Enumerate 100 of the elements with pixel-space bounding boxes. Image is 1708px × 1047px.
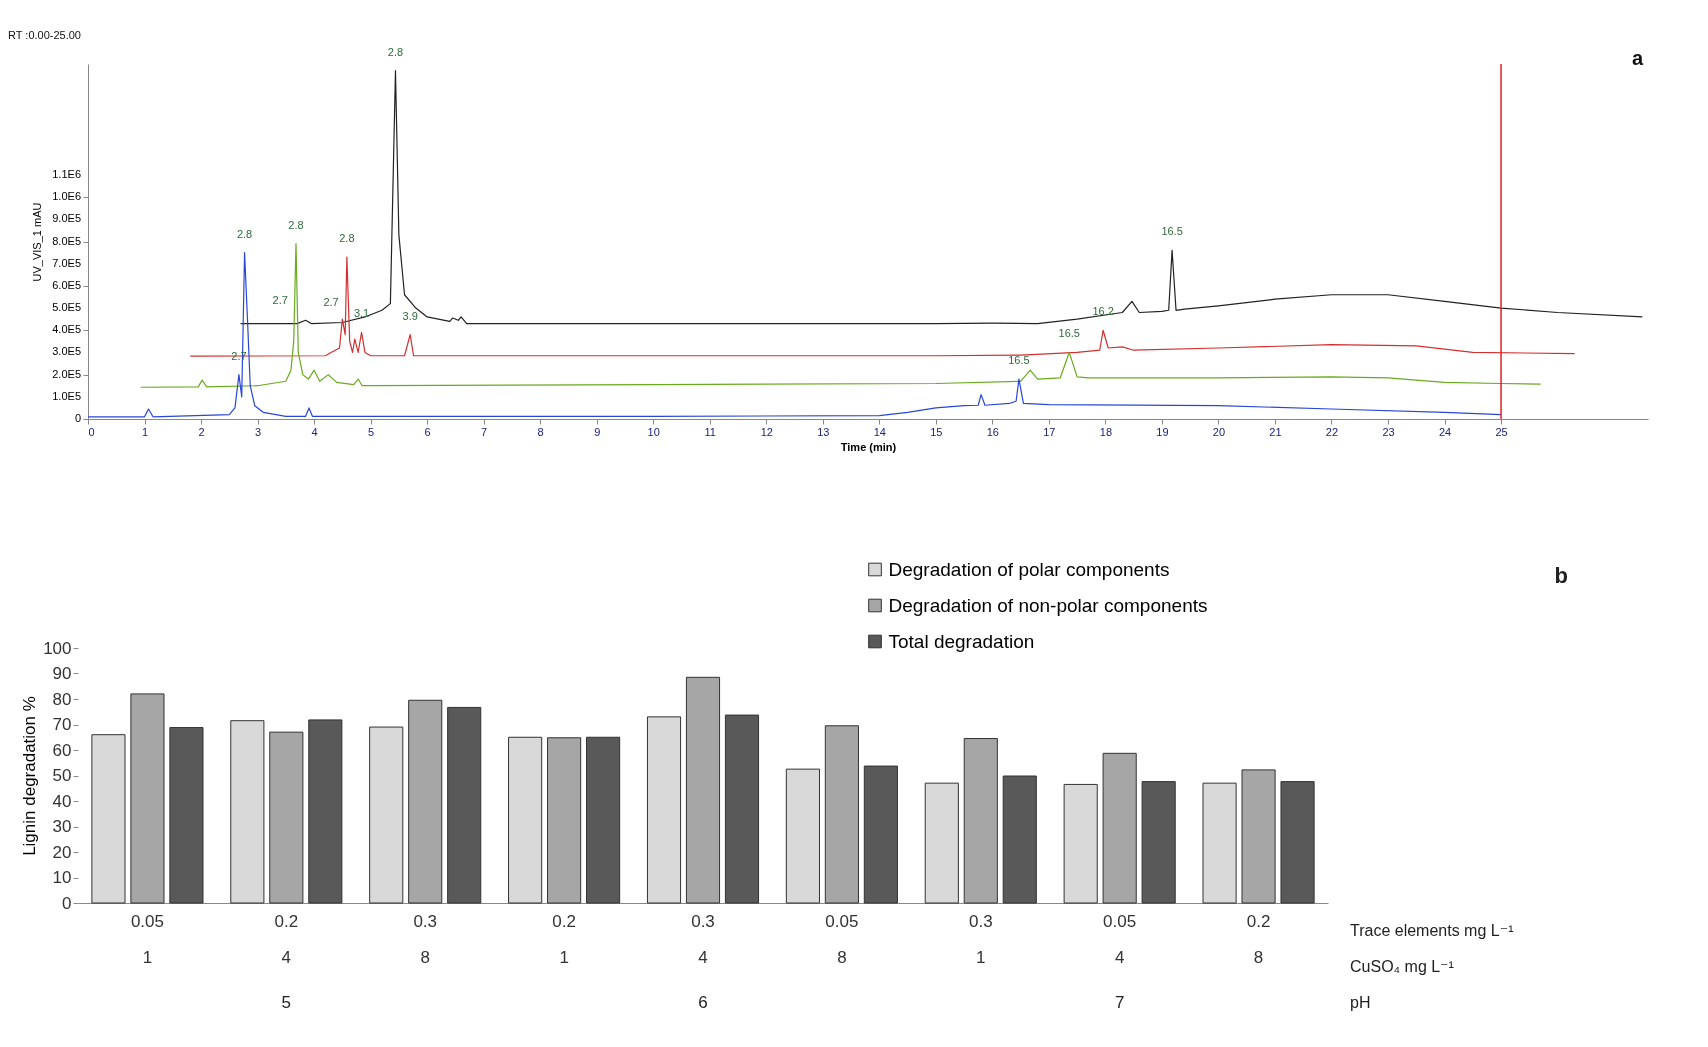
annotation: 16.5 [1058,327,1080,340]
annotation: 16.2 [1092,305,1114,318]
annotation: 2.8 [236,227,253,240]
y-tick-label: 8.0E5 [52,234,81,247]
x-tick-label: 3 [255,425,262,438]
x-tick-label: 6 [424,425,431,438]
y-tick-label: 0 [74,412,81,424]
x-tick-label: 15 [930,425,943,438]
bar [269,731,304,904]
x-tick-label: 12 [760,425,773,438]
annotation: 2.7 [272,294,288,307]
x-tick-label: 0.05 1 [130,911,164,967]
y-tick-label: 70 [52,715,72,734]
x-tick-label: 7 [481,425,488,438]
bar [586,736,621,904]
bar [1141,781,1176,904]
y-tick-label: 60 [52,740,72,760]
bar [408,699,443,904]
y-tick-label: 90 [52,664,72,683]
x-tick-label: 9 [594,425,601,438]
x-tick-label: 0.2 4 [274,911,299,967]
annotation: 2.8 [387,45,404,58]
bar [724,714,760,904]
bar [508,736,543,904]
line-series [139,243,1542,388]
y-tick-label: 7.0E5 [52,256,81,269]
line-series [87,251,1502,418]
y-tick-label: 2.0E5 [52,367,81,380]
bar [1280,781,1315,904]
bar [308,719,343,904]
x-axis-title: Time (min) [840,440,897,453]
x-tick-label: 0.2 8 [1246,911,1271,967]
x-tick-label: 0.3 8 [413,911,438,967]
y-tick-label: 30 [52,817,72,836]
x-tick-label: 21 [1269,425,1282,438]
bar [230,720,265,904]
x-tick-label: 0.3 4 [691,911,715,967]
bar [447,706,482,904]
x-tick-label: 23 [1382,425,1395,438]
x-tick-label: 11 [704,425,716,438]
x-tick-label: 0.2 1 [552,911,576,967]
x-tick-label: 20 [1212,425,1226,438]
bar [1241,769,1276,904]
annotation: 3.1 [353,307,370,320]
y-axis-title: UV_VIS_1 mAU [31,202,43,282]
bar [785,768,820,904]
x-tick-label: 18 [1099,425,1113,438]
y-tick-label: 10 [52,868,72,887]
y-tick-label: 100 [43,638,72,658]
x-tick-label: 13 [817,425,830,438]
y-tick-label: 0 [62,893,72,913]
y-tick-label: 4.0E5 [52,323,81,336]
x-tick-label: 14 [873,425,886,438]
legend-label: Degradation of non-polar components [888,594,1208,616]
x-tick-label: 16 [986,425,999,438]
x-tick-label: 0.05 8 [825,911,859,967]
x-tick-label: 5 [368,425,375,438]
x-tick-label: 25 [1495,425,1508,438]
bar [91,734,126,904]
bar [1002,775,1037,904]
bar [130,693,165,904]
y-tick-label: 20 [52,842,72,862]
x-tick-label: 19 [1156,425,1169,438]
x-tick-label: 1 [141,425,149,438]
bar [369,726,404,904]
x-tick-label: 8 [537,425,544,438]
y-tick-label: 1.1E6 [52,167,81,180]
x-tick-label: 4 [311,425,318,438]
y-tick-label: 3.0E5 [52,345,81,358]
x-tick-label: 10 [647,425,660,438]
text: 7 [1114,993,1125,1012]
bar [824,725,859,904]
y-tick-label: 1.0E5 [52,389,81,402]
annotation: 16.5 [1008,354,1030,367]
x-tick-label: 24 [1438,425,1452,438]
bar [1102,752,1137,904]
x-tick-label: 0.05 4 [1103,911,1137,967]
legend-label: Degradation of polar components [888,558,1170,580]
bar [547,737,582,904]
bar [924,782,959,904]
annotation: 16.5 [1161,225,1183,238]
text: CuSO₄ mg L⁻¹ [1350,958,1454,975]
bar [963,738,998,904]
y-tick-label: 9.0E5 [52,212,81,225]
annotation: a [1631,47,1644,69]
bar [646,716,682,904]
y-tick-label: 6.0E5 [52,278,81,291]
text: b [1554,563,1568,588]
bar [1063,783,1098,904]
annotation: 2.7 [323,296,339,309]
y-axis-title: Lignin degradation % [20,696,40,856]
text: 5 [281,993,292,1012]
text: pH [1350,994,1371,1011]
annotation: 3.9 [402,309,418,322]
x-tick-label: 2 [198,425,205,438]
legend-label: Total degradation [888,630,1035,652]
x-tick-label: 0 [88,425,95,438]
bar [863,765,898,904]
y-tick-label: 50 [52,766,72,785]
x-tick-label: 22 [1325,425,1339,438]
